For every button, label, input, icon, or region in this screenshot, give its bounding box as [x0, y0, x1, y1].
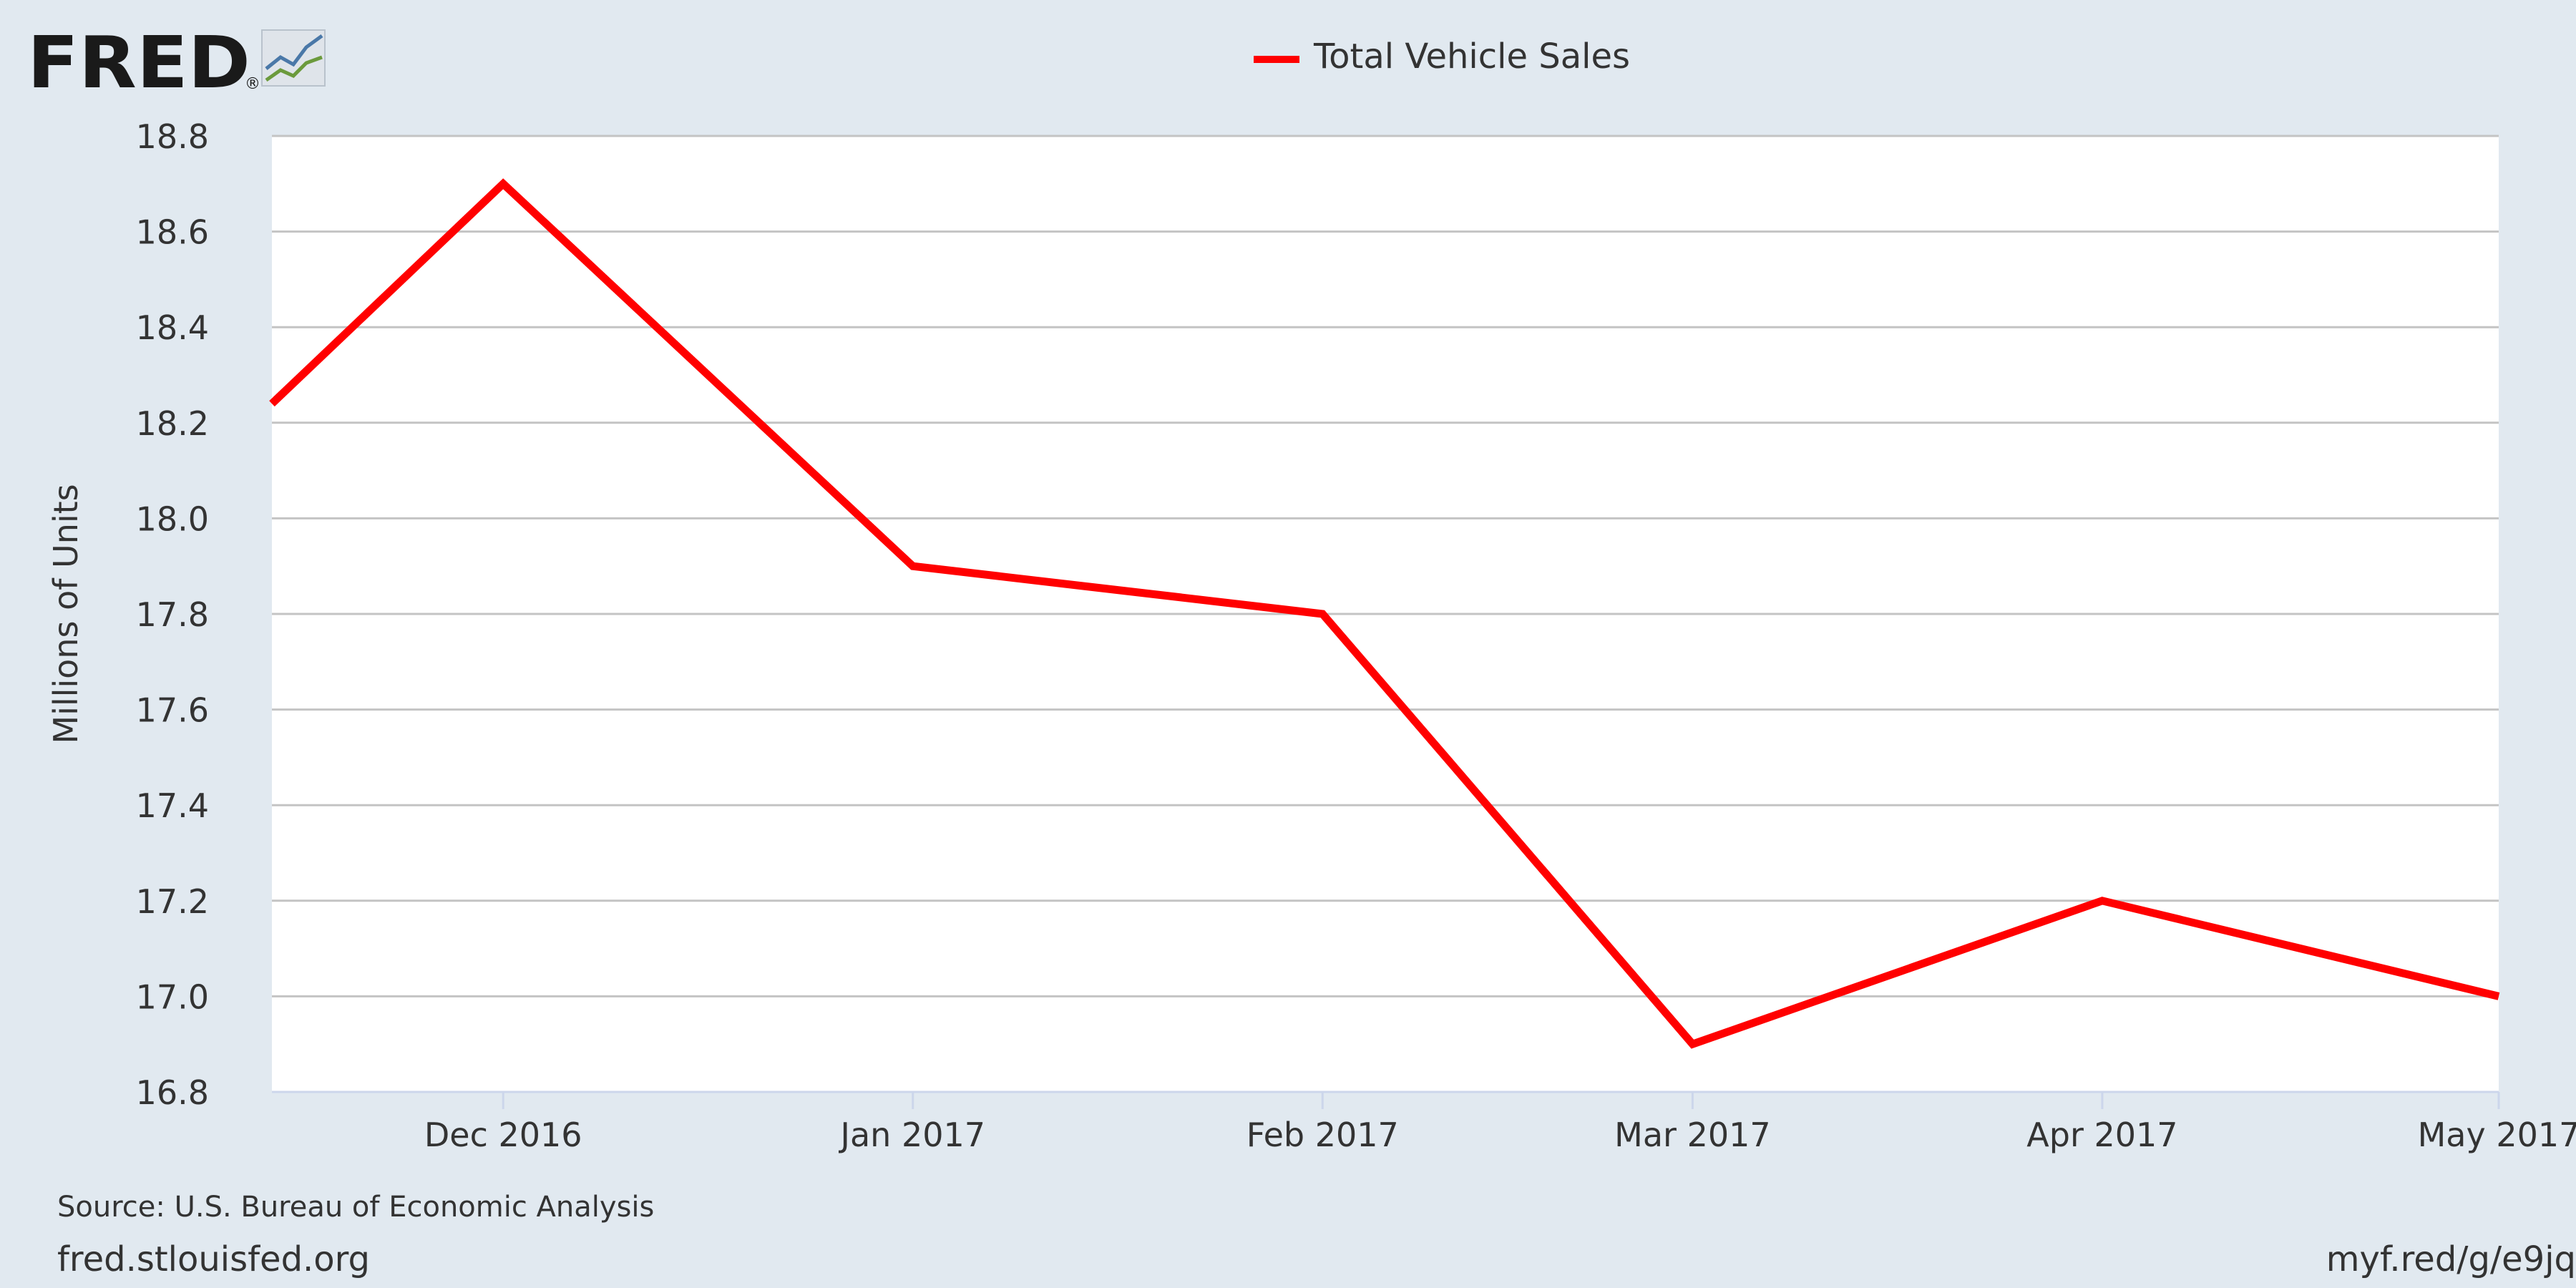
y-tick-label: 16.8: [136, 1073, 209, 1112]
x-tick-label: Jan 2017: [838, 1116, 985, 1154]
y-tick-labels: 16.8 17.0 17.2 17.4 17.6 17.8 18.0 18.2 18.4 18.6…: [136, 117, 209, 1112]
y-tick-label: 17.8: [136, 595, 209, 634]
y-tick-label: 18.8: [136, 117, 209, 156]
series-layer: [269, 178, 2500, 1049]
y-tick-label: 18.6: [136, 213, 209, 252]
fred-logo-text: FRED: [27, 21, 250, 104]
line-chart-icon: [261, 29, 326, 87]
y-tick-label: 17.4: [136, 786, 209, 825]
y-tick-label: 17.2: [136, 882, 209, 921]
gridlines: [272, 135, 2499, 997]
fred-logo[interactable]: FRED ®: [27, 21, 326, 104]
source-note: Source: U.S. Bureau of Economic Analysis: [57, 1191, 655, 1224]
x-tick-label: Apr 2017: [2026, 1116, 2177, 1154]
short-link[interactable]: myf.red/g/e9jq: [2326, 1239, 2576, 1279]
x-tick-labels: Dec 2016 Jan 2017 Feb 2017 Mar 2017 Apr 2017…: [424, 1116, 2576, 1154]
y-tick-label: 17.6: [136, 691, 209, 730]
x-tick-label: May 2017: [2418, 1116, 2576, 1154]
y-axis-title: Millions of Units: [47, 484, 85, 743]
legend: Total Vehicle Sales: [1254, 36, 1630, 77]
x-axis: [272, 1091, 2500, 1109]
x-tick-label: Dec 2016: [424, 1116, 582, 1154]
site-link[interactable]: fred.stlouisfed.org: [57, 1239, 371, 1279]
registered-mark: ®: [245, 75, 260, 93]
x-tick-label: Mar 2017: [1614, 1116, 1770, 1154]
legend-label: Total Vehicle Sales: [1313, 36, 1630, 77]
y-tick-label: 18.4: [136, 308, 209, 347]
y-tick-label: 17.0: [136, 977, 209, 1016]
y-tick-label: 18.2: [136, 404, 209, 443]
x-tick-label: Feb 2017: [1246, 1116, 1399, 1154]
y-tick-label: 18.0: [136, 499, 209, 538]
